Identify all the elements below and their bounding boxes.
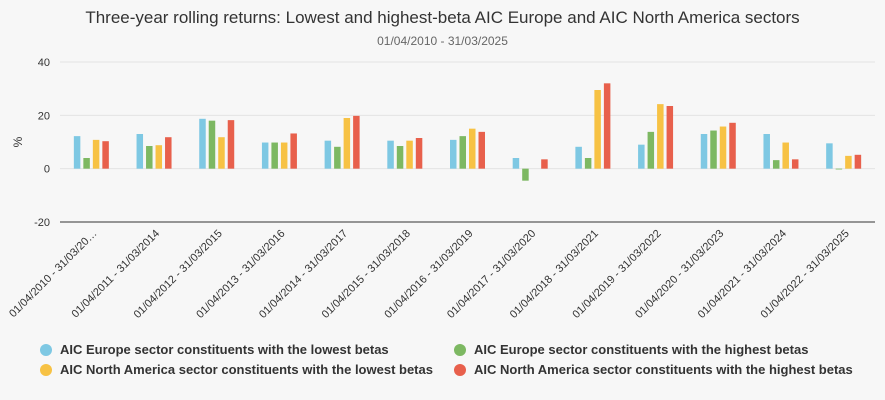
y-axis-label: %	[11, 136, 25, 147]
chart-subtitle: 01/04/2010 - 31/03/2025	[377, 34, 508, 48]
bar	[146, 146, 153, 169]
y-tick-label: 20	[38, 110, 50, 122]
y-tick-label: 40	[38, 57, 50, 69]
bar	[199, 118, 206, 169]
legend-label-europe-highest: AIC Europe sector constituents with the …	[474, 342, 809, 357]
bar	[280, 142, 288, 169]
legend-item-na-lowest[interactable]: AIC North America sector constituents wi…	[40, 362, 454, 377]
bar	[522, 168, 529, 181]
bar	[603, 83, 611, 169]
bar	[826, 143, 833, 169]
bar	[324, 140, 332, 169]
bar	[73, 136, 81, 169]
bar	[334, 146, 341, 169]
bar	[136, 134, 144, 169]
bar	[92, 139, 100, 169]
y-tick-label: 0	[44, 164, 50, 176]
bar	[165, 137, 172, 169]
bar	[290, 133, 297, 169]
bar	[657, 104, 664, 169]
bar	[845, 155, 852, 169]
bar	[763, 134, 770, 169]
bar	[541, 159, 548, 169]
bar	[353, 115, 360, 169]
bar	[782, 142, 789, 169]
bar	[478, 131, 485, 169]
bar	[512, 158, 520, 169]
bar	[719, 126, 727, 169]
bar	[575, 146, 582, 169]
legend-swatch-na-highest	[454, 363, 466, 376]
bar	[218, 137, 225, 169]
bar	[638, 144, 645, 169]
bar	[406, 140, 413, 169]
legend-label-europe-lowest: AIC Europe sector constituents with the …	[60, 342, 389, 357]
bar	[450, 139, 457, 169]
bar	[469, 128, 476, 169]
bar	[208, 120, 216, 169]
bar	[102, 141, 109, 169]
bar	[83, 158, 90, 169]
legend: AIC Europe sector constituents with the …	[40, 342, 880, 377]
legend-label-na-highest: AIC North America sector constituents wi…	[474, 362, 853, 377]
y-tick-label: -20	[34, 217, 50, 229]
legend-item-europe-highest[interactable]: AIC Europe sector constituents with the …	[454, 342, 874, 357]
legend-swatch-na-lowest	[40, 363, 52, 376]
legend-label-na-lowest: AIC North America sector constituents wi…	[60, 362, 433, 377]
chart-title: Three-year rolling returns: Lowest and h…	[85, 8, 800, 27]
legend-swatch-europe-highest	[454, 343, 466, 356]
legend-item-europe-lowest[interactable]: AIC Europe sector constituents with the …	[40, 342, 454, 357]
bar	[459, 136, 466, 169]
legend-swatch-europe-lowest	[40, 343, 52, 356]
bar	[261, 142, 269, 169]
bar	[854, 154, 862, 169]
bar	[791, 159, 799, 169]
bar	[387, 140, 394, 169]
bar	[415, 138, 423, 169]
bar	[227, 120, 235, 169]
legend-item-na-highest[interactable]: AIC North America sector constituents wi…	[454, 362, 874, 377]
bar	[271, 142, 278, 169]
bar	[647, 131, 655, 169]
bar	[155, 145, 163, 169]
bar	[835, 168, 843, 170]
bar	[396, 146, 404, 169]
bar	[666, 106, 674, 169]
bar	[343, 118, 351, 169]
bar	[594, 90, 601, 169]
bar	[772, 160, 780, 169]
bar	[584, 158, 592, 169]
bar	[729, 122, 736, 169]
bar	[700, 134, 708, 169]
bar	[710, 130, 717, 169]
